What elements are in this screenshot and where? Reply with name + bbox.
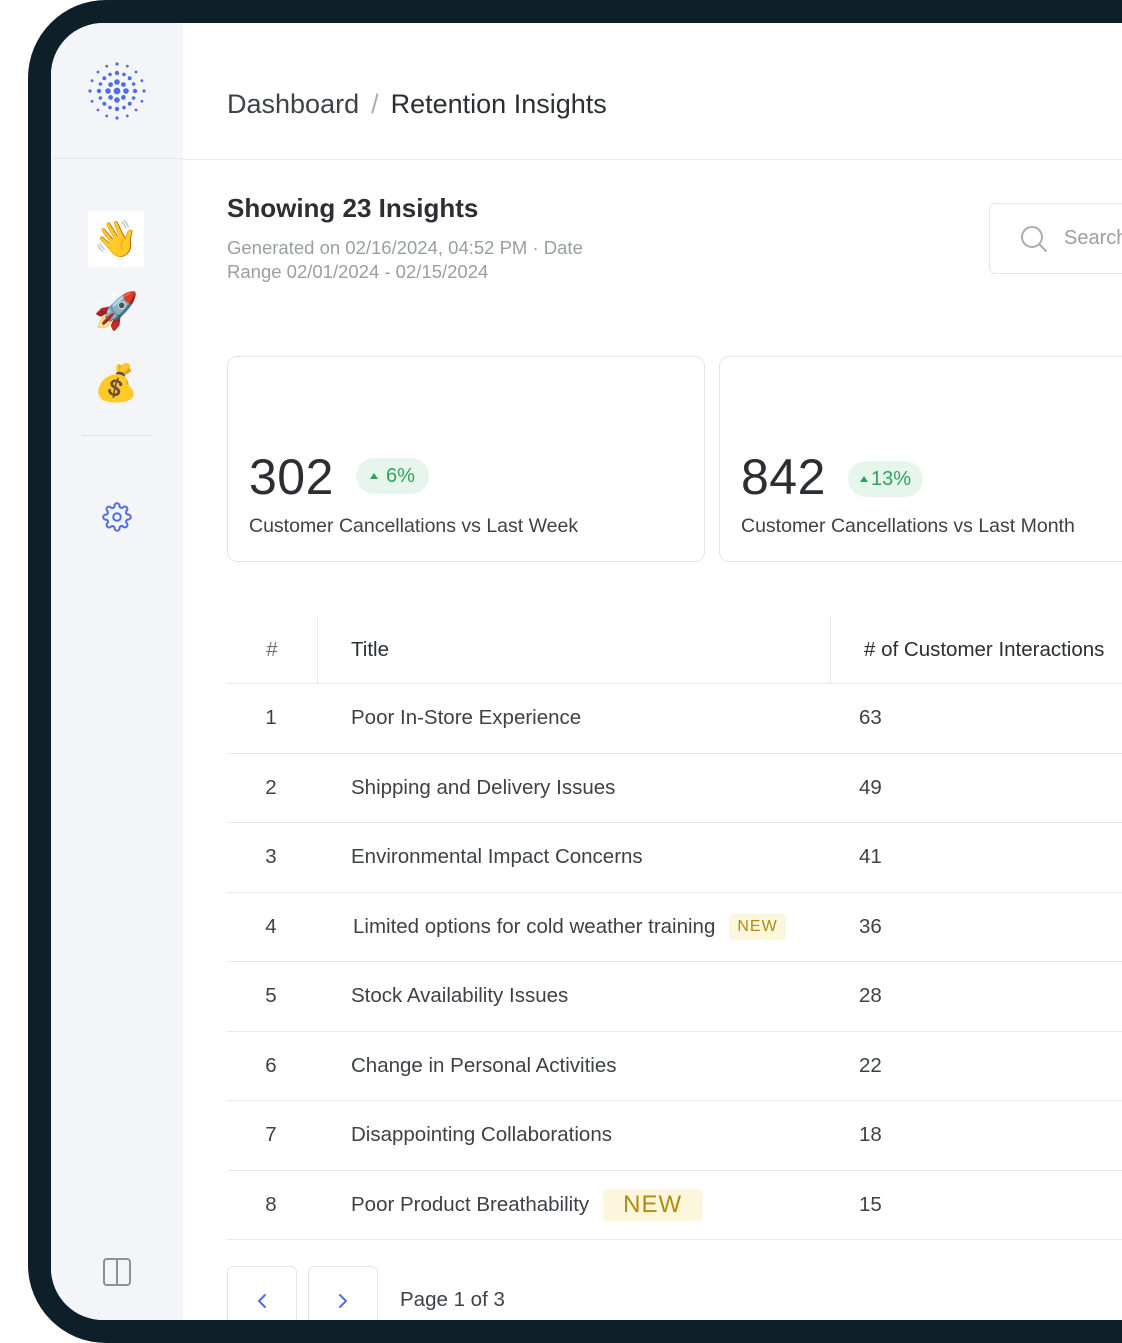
change-badge: 13% [848, 461, 924, 497]
row-title: Environmental Impact Concerns [351, 823, 643, 891]
breadcrumb: Dashboard / Retention Insights [227, 87, 607, 121]
table-row[interactable]: 3 Environmental Impact Concerns 41 [227, 823, 1122, 893]
row-title-text: Shipping and Delivery Issues [351, 775, 616, 799]
breadcrumb-separator: / [371, 89, 379, 119]
row-number: 7 [265, 1123, 277, 1146]
table-row[interactable]: 8 Poor Product Breathability NEW 15 [227, 1171, 1122, 1240]
row-title-text: Disappointing Collaborations [351, 1123, 612, 1146]
settings-button[interactable] [99, 499, 135, 535]
row-number: 5 [265, 984, 277, 1007]
table-row[interactable]: 5 Stock Availability Issues 28 [227, 962, 1122, 1032]
panel-toggle-icon [103, 1258, 131, 1286]
new-badge: NEW [729, 913, 786, 940]
row-title-text: Environmental Impact Concerns [351, 845, 643, 868]
breadcrumb-current: Retention Insights [390, 89, 607, 119]
new-badge: NEW [603, 1188, 703, 1221]
gear-icon [102, 502, 132, 532]
column-header-interactions[interactable]: # of Customer Interactions [864, 638, 1105, 661]
main-content: Showing 23 Insights Generated on 02/16/2… [227, 160, 1122, 1320]
wave-icon: 👋 [93, 218, 139, 259]
stat-label: Customer Cancellations vs Last Month [741, 515, 1075, 537]
stat-card-monthly: 842 13% Customer Cancellations vs Last M… [719, 356, 1122, 562]
nav-item-rocket[interactable]: 🚀 [88, 283, 144, 339]
previous-page-button[interactable] [227, 1266, 297, 1320]
table-row[interactable]: 7 Disappointing Collaborations 18 [227, 1101, 1122, 1171]
arrow-up-icon [370, 473, 378, 479]
row-count: 15 [859, 1192, 882, 1216]
row-count: 63 [859, 706, 882, 729]
stat-value: 302 [249, 449, 334, 505]
sidebar-divider [82, 435, 152, 436]
row-count: 41 [859, 845, 882, 868]
row-title: Poor Product Breathability NEW [351, 1171, 703, 1239]
row-count: 22 [859, 1053, 882, 1077]
column-divider [830, 616, 831, 684]
insights-table: # Title # of Customer Interactions 1 Poo… [227, 616, 1122, 1240]
search-box[interactable] [989, 203, 1122, 274]
row-title: Limited options for cold weather trainin… [353, 893, 786, 961]
app-screen: 👋 🚀 💰 Dashboard / Retention Insights [51, 23, 1122, 1320]
nav-item-money-bag[interactable]: 💰 [88, 355, 144, 411]
search-icon [1021, 225, 1047, 252]
row-number: 6 [265, 1053, 277, 1077]
row-title-text: Poor In-Store Experience [351, 706, 582, 729]
column-header-number[interactable]: # [266, 638, 278, 661]
table-row[interactable]: 1 Poor In-Store Experience 63 [227, 684, 1122, 754]
column-header-title[interactable]: Title [351, 638, 389, 661]
column-divider [317, 616, 318, 684]
logo-area [51, 23, 183, 159]
table-header: # Title # of Customer Interactions [227, 616, 1122, 684]
next-page-button[interactable] [308, 1266, 378, 1320]
row-title-text: Stock Availability Issues [351, 984, 569, 1007]
row-number: 2 [265, 775, 277, 799]
top-bar: Dashboard / Retention Insights [183, 23, 1122, 160]
breadcrumb-dashboard[interactable]: Dashboard [227, 89, 360, 119]
change-value: 6% [386, 464, 415, 487]
row-count: 28 [859, 984, 882, 1007]
generated-info: Generated on 02/16/2024, 04:52 PM · Date… [227, 237, 583, 282]
stat-label: Customer Cancellations vs Last Week [249, 515, 579, 537]
row-number: 3 [265, 845, 277, 868]
stat-card-weekly: 302 6% Customer Cancellations vs Last We… [227, 356, 705, 562]
table-row[interactable]: 4 Limited options for cold weather train… [227, 893, 1122, 962]
logo-icon[interactable] [85, 59, 149, 123]
money-bag-icon: 💰 [93, 362, 139, 403]
row-title-text: Limited options for cold weather trainin… [353, 914, 716, 938]
row-title: Change in Personal Activities [351, 1032, 617, 1100]
table-row[interactable]: 6 Change in Personal Activities 22 [227, 1032, 1122, 1101]
rocket-icon: 🚀 [93, 290, 139, 331]
arrow-up-icon [860, 476, 868, 482]
row-count: 36 [859, 914, 882, 938]
row-count: 18 [859, 1123, 882, 1146]
search-input[interactable] [1064, 227, 1122, 250]
row-count: 49 [859, 775, 882, 799]
sidebar: 👋 🚀 💰 [51, 23, 183, 1320]
table-row[interactable]: 2 Shipping and Delivery Issues 49 [227, 754, 1122, 823]
page-indicator: Page 1 of 3 [400, 1288, 505, 1311]
change-badge: 6% [356, 458, 429, 494]
row-title: Stock Availability Issues [351, 962, 568, 1030]
row-number: 8 [265, 1192, 277, 1216]
row-title: Disappointing Collaborations [351, 1101, 612, 1169]
row-number: 4 [265, 914, 277, 938]
row-title-text: Change in Personal Activities [351, 1053, 617, 1077]
row-title-text: Poor Product Breathability [351, 1192, 590, 1216]
stat-value: 842 [741, 449, 826, 505]
row-title: Poor In-Store Experience [351, 684, 581, 752]
row-title: Shipping and Delivery Issues [351, 754, 615, 822]
nav-item-wave[interactable]: 👋 [88, 211, 144, 267]
row-number: 1 [265, 706, 277, 729]
chevron-right-icon [339, 1294, 347, 1308]
panel-toggle-button[interactable] [100, 1255, 134, 1289]
page-title: Showing 23 Insights [227, 193, 479, 223]
chevron-left-icon [258, 1294, 266, 1308]
change-value: 13% [871, 467, 912, 490]
